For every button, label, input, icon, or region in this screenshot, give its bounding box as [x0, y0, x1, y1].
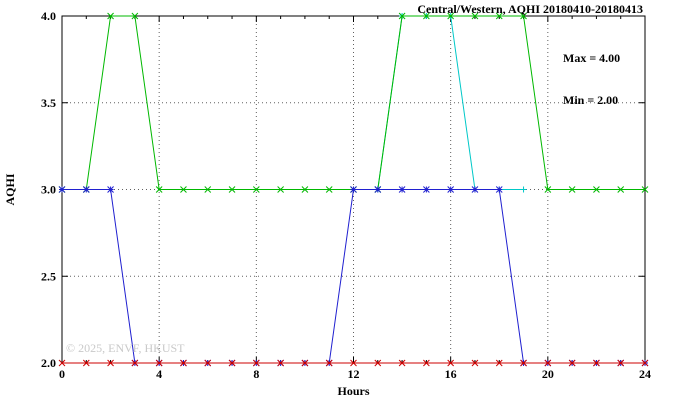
data-point-marker — [447, 186, 455, 193]
data-point-marker — [544, 359, 552, 367]
data-point-marker — [568, 359, 576, 367]
data-point-marker — [228, 186, 236, 193]
y-tick-label: 3.0 — [41, 183, 56, 197]
data-point-marker — [593, 186, 600, 193]
data-point-marker — [155, 359, 163, 367]
data-point-marker — [495, 12, 503, 20]
data-point-marker — [520, 12, 527, 20]
data-point-marker — [180, 359, 187, 367]
data-point-marker — [495, 359, 503, 367]
data-point-marker — [398, 186, 406, 193]
series-line-green — [62, 15, 645, 190]
x-tick-label: 4 — [156, 367, 162, 381]
data-point-marker — [204, 359, 212, 367]
y-tick-label: 4.0 — [41, 9, 56, 23]
data-point-marker — [325, 359, 333, 367]
data-point-marker — [107, 12, 114, 20]
data-point-marker — [568, 186, 576, 193]
data-point-marker — [398, 12, 406, 20]
data-point-marker — [58, 186, 66, 193]
data-point-marker — [374, 186, 382, 193]
data-point-marker — [252, 359, 260, 367]
y-tick-label: 3.5 — [41, 96, 56, 110]
data-point-marker — [155, 186, 163, 193]
data-point-marker — [593, 359, 600, 367]
data-point-marker — [131, 12, 139, 20]
watermark: © 2025, ENVF, HKUST — [66, 341, 185, 355]
y-tick-label: 2.0 — [41, 356, 56, 370]
min-label: Min = 2.00 — [563, 93, 619, 107]
data-point-marker — [617, 186, 625, 193]
chart-title: Central/Western, AQHI 20180410-20180413 — [417, 2, 643, 16]
x-tick-label: 16 — [445, 367, 457, 381]
data-point-marker — [398, 359, 406, 367]
data-point-marker — [180, 186, 187, 193]
x-tick-label: 20 — [542, 367, 554, 381]
data-point-marker — [82, 186, 90, 193]
data-point-marker — [204, 186, 212, 193]
data-point-marker — [277, 359, 284, 367]
data-point-marker — [325, 186, 333, 193]
data-point-marker — [617, 359, 625, 367]
data-point-marker — [107, 359, 114, 367]
data-point-marker — [447, 12, 455, 20]
data-point-marker — [252, 186, 260, 193]
data-point-marker — [471, 359, 479, 367]
x-tick-label: 24 — [639, 367, 651, 381]
data-point-marker — [374, 359, 382, 367]
data-point-marker — [423, 12, 430, 20]
data-point-marker — [277, 186, 284, 193]
data-point-marker — [641, 186, 649, 193]
data-point-marker — [350, 186, 357, 193]
data-point-marker — [471, 12, 479, 20]
data-point-marker — [131, 359, 139, 367]
data-point-marker — [350, 359, 357, 367]
data-point-marker — [301, 359, 309, 367]
data-point-marker — [82, 359, 90, 367]
data-point-marker — [301, 186, 309, 193]
max-label: Max = 4.00 — [563, 51, 621, 65]
max-min-annotation: Max = 4.00 Min = 2.00 — [563, 23, 620, 135]
data-point-marker — [58, 359, 66, 367]
data-point-marker — [423, 359, 430, 367]
data-point-marker — [107, 186, 114, 193]
x-tick-label: 0 — [59, 367, 65, 381]
data-point-marker — [641, 359, 649, 367]
data-point-marker — [544, 186, 552, 193]
data-point-marker — [423, 186, 430, 193]
data-point-marker — [495, 186, 503, 193]
data-point-marker — [471, 186, 479, 193]
y-axis-label: AQHI — [3, 173, 17, 205]
x-axis-label: Hours — [337, 384, 369, 398]
x-tick-label: 12 — [348, 367, 360, 381]
y-tick-label: 2.5 — [41, 269, 56, 283]
data-point-marker — [447, 359, 455, 367]
x-tick-label: 8 — [253, 367, 259, 381]
data-point-marker — [228, 359, 236, 367]
data-point-marker — [520, 359, 527, 367]
